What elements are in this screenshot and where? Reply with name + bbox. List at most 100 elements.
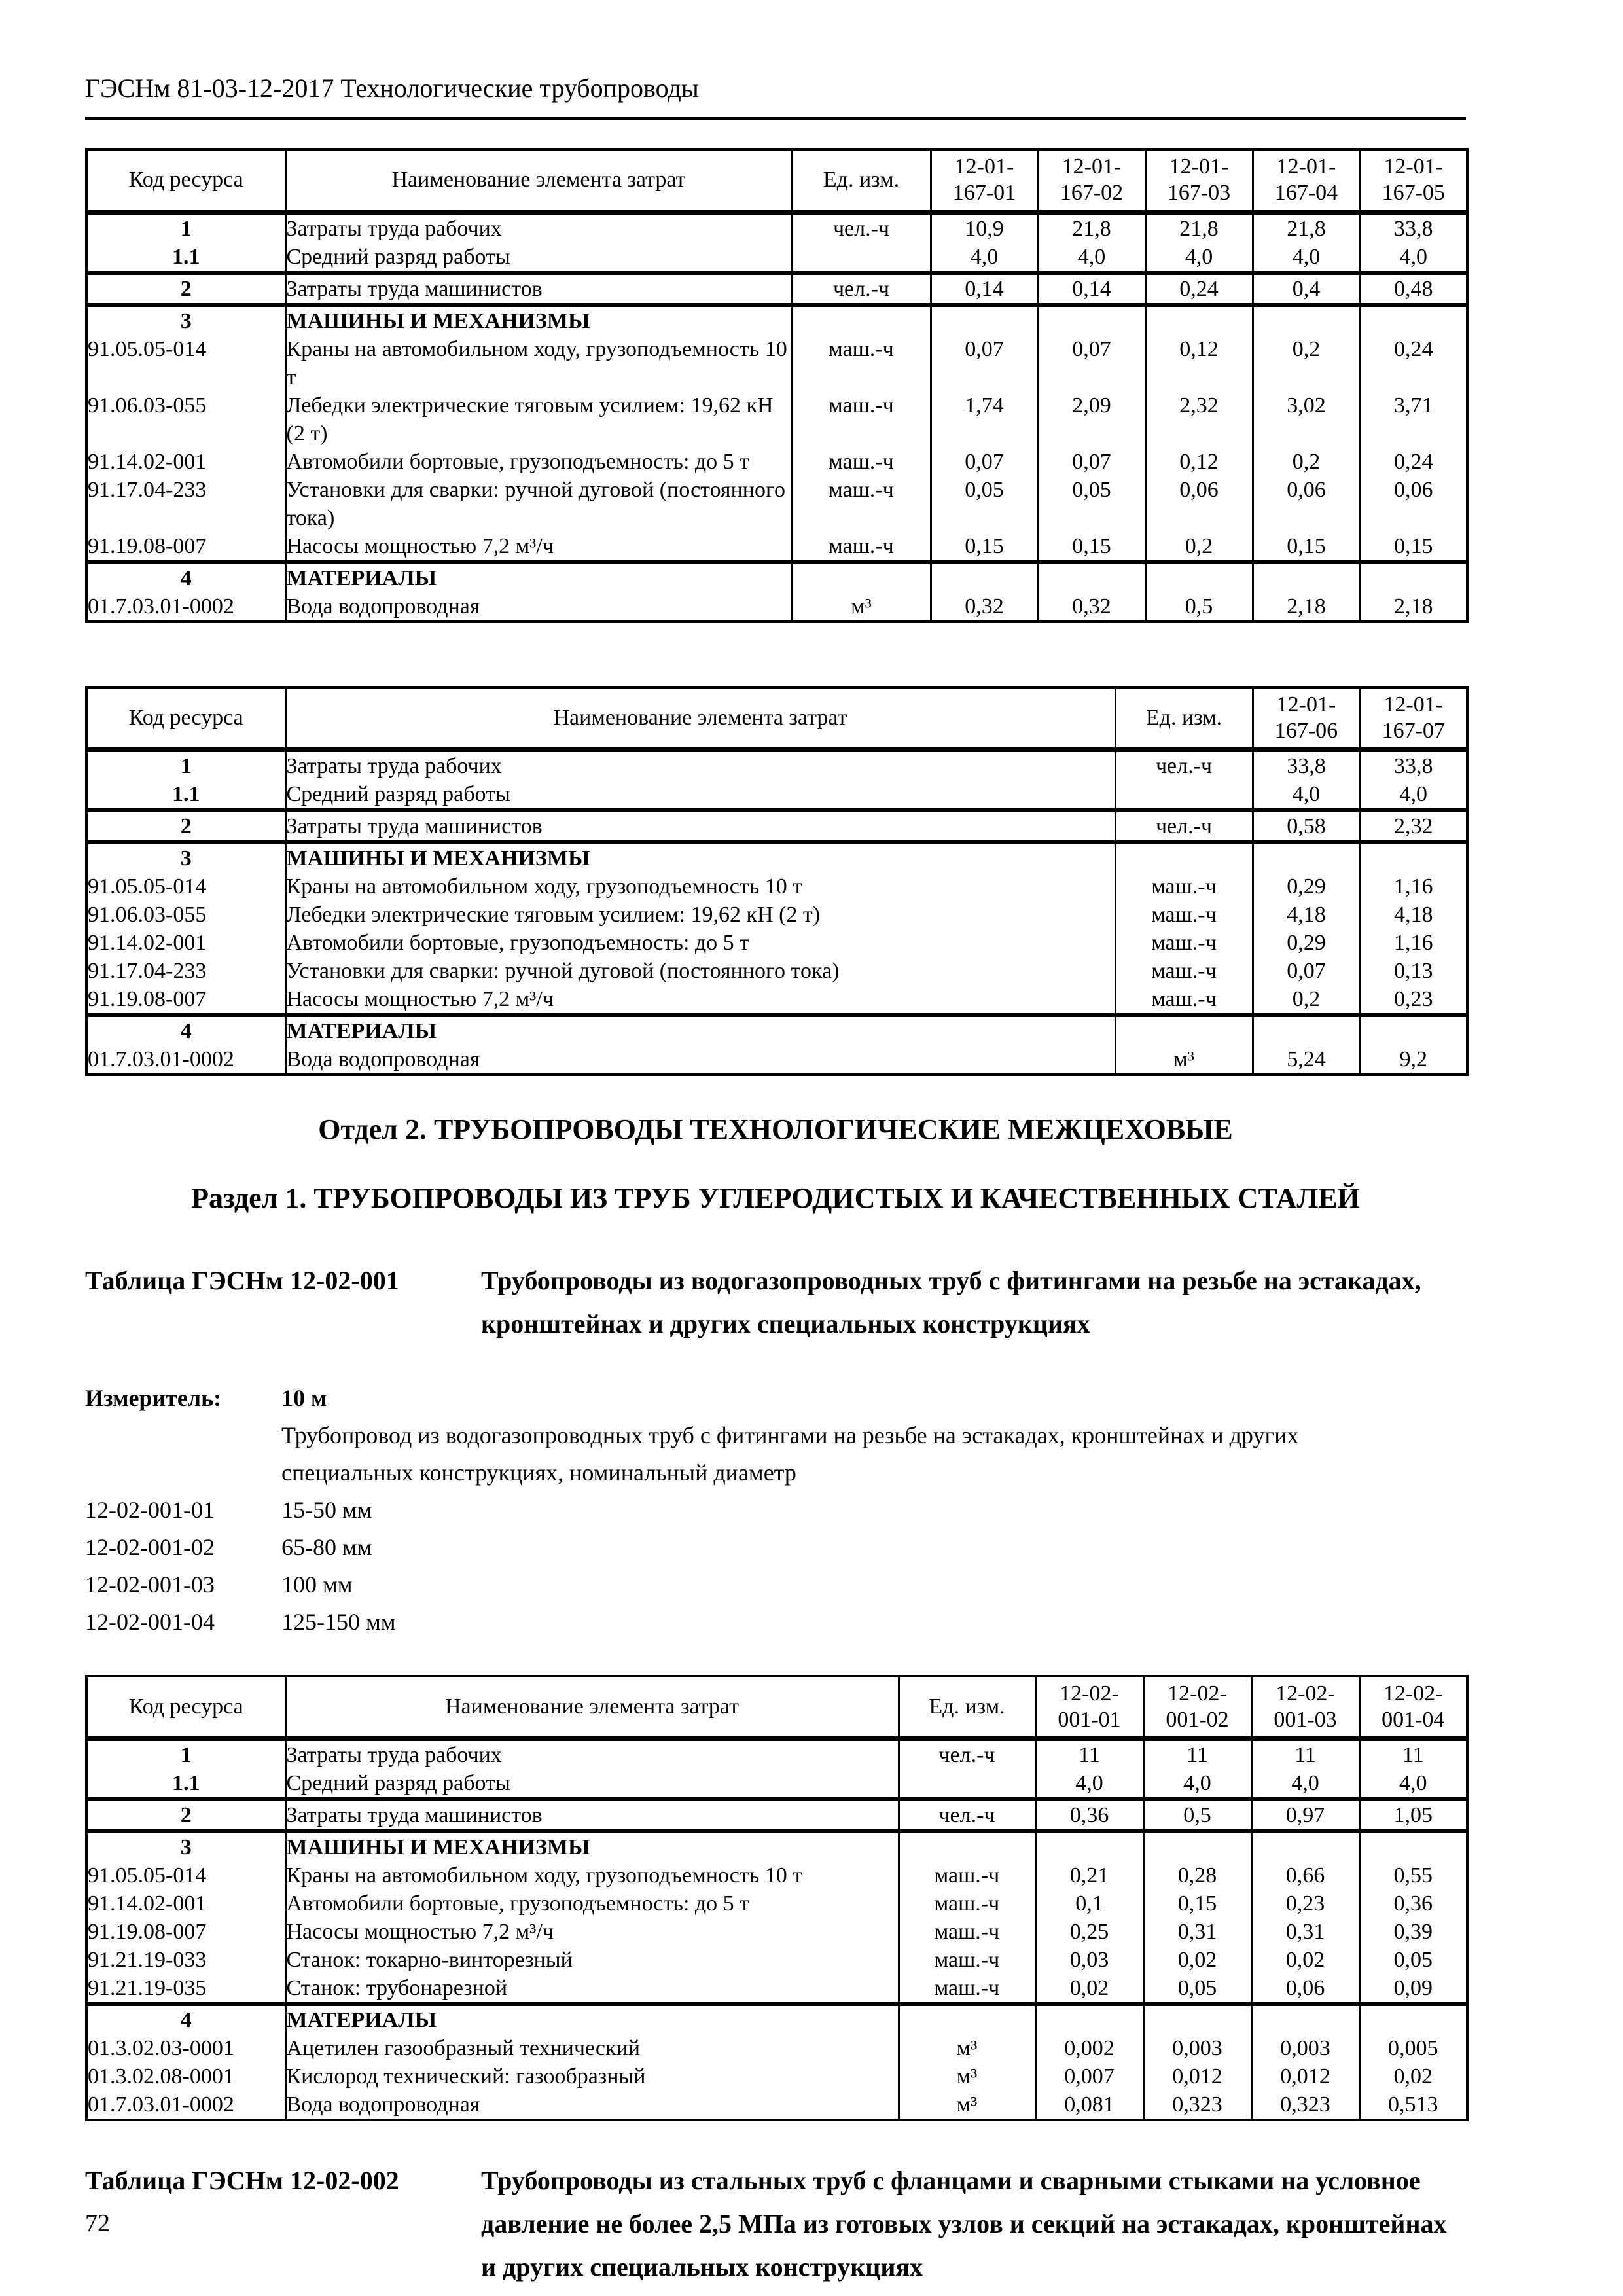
header-name: Наименование элемента затрат xyxy=(284,1676,899,1742)
value-cell: 1,16 xyxy=(1359,872,1467,901)
value-cell: 0,58 xyxy=(1251,808,1360,842)
table-row: 1.1 Средний разряд работы 4,0 4,0 4,0 4,… xyxy=(86,1769,1467,1800)
name-cell: Средний разряд работы xyxy=(284,780,1115,810)
code-cell: 1 xyxy=(180,1743,192,1768)
section-heading-otdel: Отдел 2. ТРУБОПРОВОДЫ ТЕХНОЛОГИЧЕСКИЕ МЕ… xyxy=(318,1113,1233,1145)
unit-cell: м³ xyxy=(1114,1045,1253,1075)
value-cell: 0,15 xyxy=(929,531,1038,562)
header-code: Код ресурса xyxy=(86,1676,285,1742)
value-cell: 4,18 xyxy=(1359,901,1467,929)
code-cell: 3 xyxy=(86,302,285,335)
name-cell: Автомобили бортовые, грузоподъемность: д… xyxy=(284,447,792,476)
value-cell: 4,0 xyxy=(1037,242,1145,273)
name-cell: Автомобили бортовые, грузоподъемность: д… xyxy=(284,1890,899,1918)
code-cell: 1.1 xyxy=(172,782,200,806)
table-row: 91.17.04-233 Установки для сварки: ручно… xyxy=(86,475,1467,532)
table-002-caption: Таблица ГЭСНм 12-02-002 Трубопроводы из … xyxy=(85,2159,1466,2289)
unit-cell: маш.-ч xyxy=(1114,901,1253,929)
table-row: 2 Затраты труда машинистов чел.-ч 0,58 2… xyxy=(86,808,1467,842)
table-row: 91.19.08-007 Насосы мощностью 7,2 м³/ч м… xyxy=(86,531,1467,562)
code-cell: 91.19.08-007 xyxy=(88,1920,207,1945)
value-cell: 0,39 xyxy=(1358,1918,1467,1946)
name-cell: Насосы мощностью 7,2 м³/ч xyxy=(284,985,1115,1015)
unit-cell: чел.-ч xyxy=(1114,749,1253,780)
table-row: 01.7.03.01-0002 Вода водопроводная м³ 5,… xyxy=(86,1045,1467,1075)
header-norm-col: 12-01- 167-06 xyxy=(1251,687,1360,752)
value-cell: 2,32 xyxy=(1359,808,1467,842)
name-cell: МАТЕРИАЛЫ xyxy=(284,560,792,592)
unit-cell xyxy=(1114,840,1253,872)
code-cell: 01.7.03.01-0002 xyxy=(88,1047,234,1071)
value-cell: 0,12 xyxy=(1144,334,1253,391)
value-cell: 33,8 xyxy=(1359,212,1467,243)
value-cell: 0,05 xyxy=(1037,475,1145,532)
value-cell xyxy=(1144,302,1253,335)
value-cell: 0,05 xyxy=(1358,1946,1467,1975)
izmeritel-item-code: 12-02-001-01 xyxy=(85,1496,215,1523)
value-cell: 0,323 xyxy=(1142,2090,1251,2121)
name-cell: Ацетилен газообразный технический xyxy=(284,2034,899,2063)
value-cell: 0,5 xyxy=(1144,592,1253,622)
value-cell: 0,15 xyxy=(1359,531,1467,562)
table-row: 91.21.19-035 Станок: трубонарезной маш.-… xyxy=(86,1974,1467,2005)
value-cell: 0,31 xyxy=(1250,1918,1359,1946)
unit-cell xyxy=(1114,780,1253,810)
code-cell: 91.19.08-007 xyxy=(88,533,207,558)
izmeritel-item-size: 15-50 мм xyxy=(281,1496,372,1523)
code-cell: 01.7.03.01-0002 xyxy=(88,594,234,619)
resource-table-12-01-167-01-05: Код ресурса Наименование элемента затрат… xyxy=(85,148,1469,623)
header-norm-col: 12-01- 167-03 xyxy=(1144,149,1253,215)
value-cell: 0,06 xyxy=(1144,475,1253,532)
value-cell: 0,007 xyxy=(1034,2062,1143,2091)
izmeritel-item-size: 100 мм xyxy=(281,1571,353,1598)
value-cell: 2,09 xyxy=(1037,391,1145,448)
value-cell: 0,03 xyxy=(1034,1946,1143,1975)
unit-cell: маш.-ч xyxy=(1114,985,1253,1015)
unit-cell: м³ xyxy=(897,2062,1035,2091)
value-cell: 4,0 xyxy=(1142,1769,1251,1800)
code-cell: 01.3.02.08-0001 xyxy=(88,2064,234,2089)
value-cell: 0,32 xyxy=(929,592,1038,622)
table-row: 91.05.05-014 Краны на автомобильном ходу… xyxy=(86,1861,1467,1890)
table-row: 1 Затраты труда рабочих чел.-ч 11 11 11 … xyxy=(86,1738,1467,1770)
value-cell: 1,74 xyxy=(929,391,1038,448)
value-cell xyxy=(1037,560,1145,592)
unit-cell: маш.-ч xyxy=(897,1974,1035,2005)
name-cell: Установки для сварки: ручной дуговой (по… xyxy=(284,957,1115,985)
name-cell: Вода водопроводная xyxy=(284,592,792,622)
table-row: 91.14.02-001 Автомобили бортовые, грузоп… xyxy=(86,447,1467,476)
value-cell xyxy=(1358,1829,1467,1862)
value-cell xyxy=(1034,2002,1143,2035)
value-cell: 0,005 xyxy=(1358,2034,1467,2063)
name-cell: Насосы мощностью 7,2 м³/ч xyxy=(284,531,792,562)
code-cell: 91.21.19-035 xyxy=(88,1976,207,2001)
unit-cell: маш.-ч xyxy=(1114,957,1253,985)
value-cell: 0,36 xyxy=(1034,1797,1143,1832)
name-cell: МАТЕРИАЛЫ xyxy=(284,2002,899,2035)
unit-cell: маш.-ч xyxy=(791,475,931,532)
code-cell: 91.06.03-055 xyxy=(88,903,207,927)
value-cell: 1,05 xyxy=(1358,1797,1467,1832)
izmeritel-label: Измеритель: xyxy=(85,1384,222,1411)
value-cell: 3,71 xyxy=(1359,391,1467,448)
header-norm-col: 12-01- 167-07 xyxy=(1359,687,1467,752)
header-code: Код ресурса xyxy=(86,149,285,215)
value-cell xyxy=(1359,302,1467,335)
code-cell: 4 xyxy=(86,2002,285,2035)
resource-table-12-02-001-01-04: Код ресурса Наименование элемента затрат… xyxy=(85,1674,1469,2122)
name-cell: Затраты труда рабочих xyxy=(284,1738,899,1770)
table-row: 2 Затраты труда машинистов чел.-ч 0,36 0… xyxy=(86,1797,1467,1832)
code-cell: 1.1 xyxy=(172,244,200,269)
value-cell: 0,07 xyxy=(1037,447,1145,476)
table-header-row: Код ресурса Наименование элемента затрат… xyxy=(86,1676,1467,1742)
code-cell: 4 xyxy=(86,560,285,592)
name-cell: МАШИНЫ И МЕХАНИЗМЫ xyxy=(284,840,1115,872)
resource-table-12-01-167-06-07: Код ресурса Наименование элемента затрат… xyxy=(85,685,1469,1076)
value-cell xyxy=(1034,1829,1143,1862)
value-cell xyxy=(1251,560,1360,592)
code-cell: 2 xyxy=(86,1797,285,1832)
name-cell: Насосы мощностью 7,2 м³/ч xyxy=(284,1918,899,1946)
unit-cell: маш.-ч xyxy=(791,334,931,391)
value-cell: 0,5 xyxy=(1142,1797,1251,1832)
